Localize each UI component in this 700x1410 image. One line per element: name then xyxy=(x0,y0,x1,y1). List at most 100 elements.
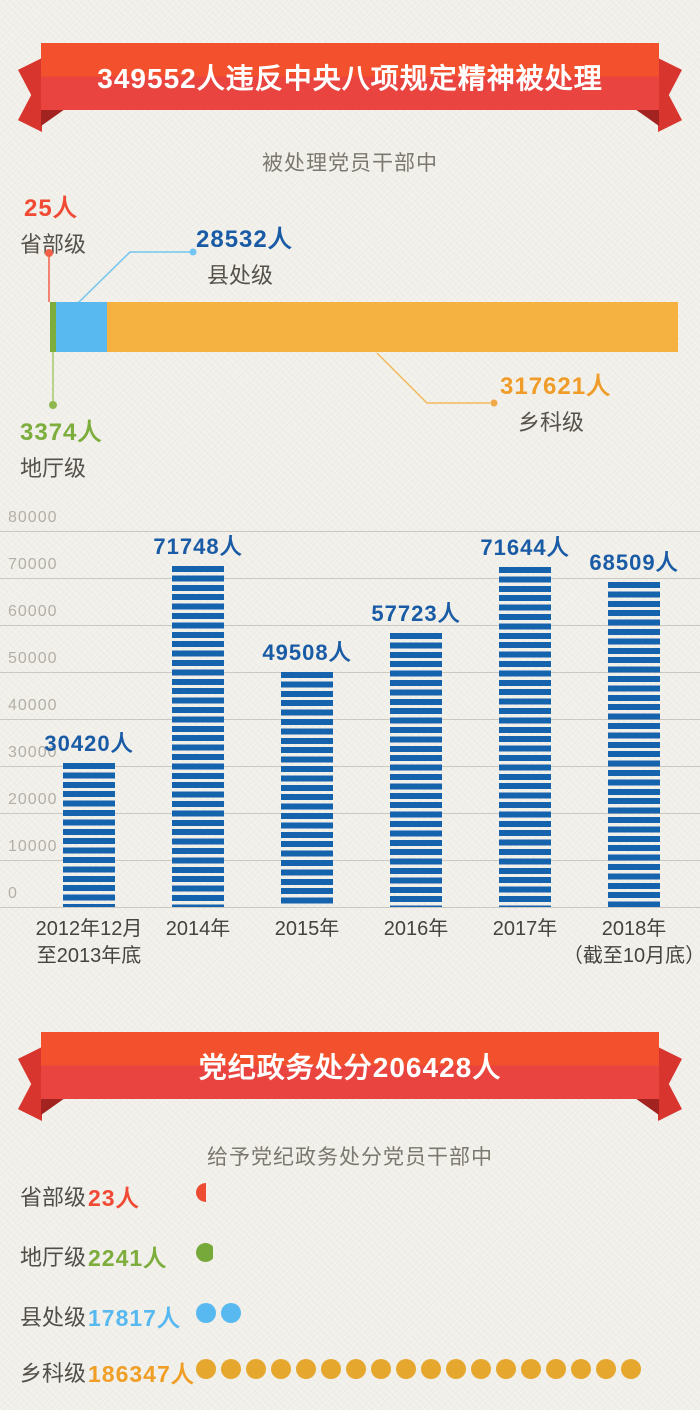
banner-2-title: 党纪政务处分206428人 xyxy=(198,1051,502,1083)
x-axis-label: 2018年 xyxy=(601,918,667,940)
row-dots xyxy=(196,1302,241,1323)
bar-2017年 xyxy=(499,566,551,907)
bar-value-label: 49508人 xyxy=(262,639,352,665)
y-axis-tick: 0 xyxy=(8,885,18,902)
dot-icon xyxy=(571,1358,591,1379)
dot-icon xyxy=(346,1358,366,1379)
leader-dot-green xyxy=(49,401,57,409)
dot-icon xyxy=(321,1358,341,1379)
annotation-xiangkeji: 317621人 乡科级 xyxy=(500,366,611,437)
x-axis-label: 2017年 xyxy=(492,918,558,940)
bar-2018年 xyxy=(608,581,660,907)
gridline-30000 xyxy=(0,766,700,767)
annotation-value: 3374人 xyxy=(20,419,103,446)
dot-icon xyxy=(196,1358,216,1379)
section-1-subtitle: 被处理党员干部中 xyxy=(262,152,438,175)
stacked-segment-地厅级 xyxy=(50,302,57,352)
row-level-label: 乡科级 xyxy=(20,1361,87,1386)
gridline-10000 xyxy=(0,860,700,861)
leader-dot-orange xyxy=(490,399,498,407)
row-dots xyxy=(196,1242,213,1262)
annotation-shengbuji: 25人 省部级 xyxy=(20,188,86,259)
x-axis-label: 2014年 xyxy=(165,918,231,940)
row-value: 2241人 xyxy=(88,1245,168,1271)
bar-value-label: 71748人 xyxy=(153,534,243,560)
gridline-40000 xyxy=(0,719,700,720)
row-value: 17817人 xyxy=(88,1305,181,1331)
x-axis-label-line2: 至2013年底 xyxy=(36,945,142,967)
y-axis-tick: 30000 xyxy=(8,744,58,761)
banner-2-band: 党纪政务处分206428人 xyxy=(41,1032,659,1099)
row-dots xyxy=(196,1182,206,1202)
row-value: 186347人 xyxy=(88,1361,195,1387)
gridline-50000 xyxy=(0,672,700,673)
row-dots xyxy=(196,1358,641,1379)
ribbon-flap-right xyxy=(658,1047,682,1121)
ribbon-fold-right xyxy=(635,1098,659,1115)
dot-icon xyxy=(396,1358,416,1379)
section-2-subtitle: 给予党纪政务处分党员干部中 xyxy=(207,1146,493,1169)
dot-icon xyxy=(521,1358,541,1379)
clipped-dot-icon xyxy=(196,1242,213,1262)
ribbon-fold-right xyxy=(635,109,659,126)
bar-value-label: 57723人 xyxy=(371,600,461,626)
row-value: 23人 xyxy=(88,1185,140,1211)
dot-icon xyxy=(546,1358,566,1379)
dot-icon xyxy=(371,1358,391,1379)
pictogram-row-县处级: 县处级 17817人 xyxy=(0,1300,700,1331)
annotation-level: 地厅级 xyxy=(20,456,87,481)
x-axis-label-line2: （截至10月底） xyxy=(562,945,700,967)
dot-icon xyxy=(271,1358,291,1379)
bar-value-label: 71644人 xyxy=(480,534,570,560)
gridline-70000 xyxy=(0,578,700,579)
y-axis-tick: 80000 xyxy=(8,509,58,526)
bar-2016年 xyxy=(390,632,442,907)
gridline-0 xyxy=(0,907,700,908)
dot-icon xyxy=(246,1358,266,1379)
x-axis-label: 2012年12月 xyxy=(35,918,143,940)
y-axis-tick: 50000 xyxy=(8,650,58,667)
row-level-label: 地厅级 xyxy=(20,1245,87,1270)
annotation-level: 县处级 xyxy=(207,263,274,288)
x-axis-label: 2016年 xyxy=(383,918,449,940)
y-axis-tick: 70000 xyxy=(8,556,58,573)
dot-icon xyxy=(221,1358,241,1379)
ribbon-flap-left xyxy=(18,1047,42,1121)
annotation-xianchuji: 28532人 县处级 xyxy=(196,219,293,290)
pictogram-row-乡科级: 乡科级 186347人 xyxy=(0,1356,700,1387)
dot-icon xyxy=(471,1358,491,1379)
gridline-60000 xyxy=(0,625,700,626)
dot-icon xyxy=(421,1358,441,1379)
ribbon-flap-right xyxy=(658,58,682,132)
annotation-ditingji: 3374人 地厅级 xyxy=(20,412,102,483)
y-axis-tick: 10000 xyxy=(8,838,58,855)
dot-icon xyxy=(596,1358,616,1379)
annotation-value: 25人 xyxy=(24,195,78,222)
pictogram-row-省部级: 省部级 23人 xyxy=(0,1180,700,1211)
dot-icon xyxy=(621,1358,641,1379)
annotation-level: 乡科级 xyxy=(518,410,585,435)
x-axis-label: 2015年 xyxy=(274,918,340,940)
banner-ribbon-1: 349552人违反中央八项规定精神被处理 xyxy=(18,43,682,153)
dot-icon xyxy=(446,1358,466,1379)
stacked-bar xyxy=(50,302,678,352)
y-axis-tick: 60000 xyxy=(8,603,58,620)
bar-value-label: 30420人 xyxy=(44,730,134,756)
ribbon-fold-left xyxy=(41,109,65,126)
dot-icon xyxy=(221,1302,241,1323)
stacked-segment-县处级 xyxy=(56,302,108,352)
stacked-segment-乡科级 xyxy=(107,302,678,352)
banner-1-band: 349552人违反中央八项规定精神被处理 xyxy=(41,43,659,110)
gridline-20000 xyxy=(0,813,700,814)
dot-icon xyxy=(196,1302,216,1323)
bar-2012年12月 xyxy=(63,762,115,907)
pictogram-row-地厅级: 地厅级 2241人 xyxy=(0,1240,700,1271)
dot-icon xyxy=(296,1358,316,1379)
annotation-level: 省部级 xyxy=(20,232,87,257)
annotation-value: 317621人 xyxy=(500,373,612,400)
banner-1-title: 349552人违反中央八项规定精神被处理 xyxy=(97,62,603,94)
gridline-80000 xyxy=(0,531,700,532)
row-level-label: 县处级 xyxy=(20,1305,87,1330)
bar-value-label: 68509人 xyxy=(589,549,679,575)
